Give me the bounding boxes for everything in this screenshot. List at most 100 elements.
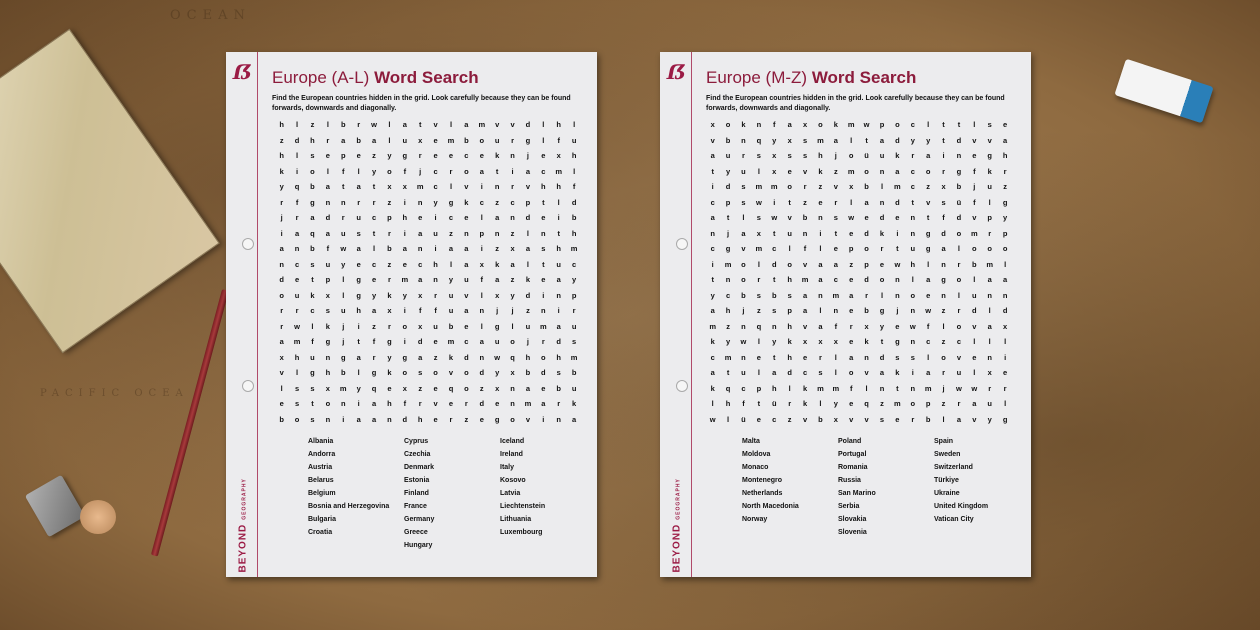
grid-letter: v: [741, 244, 746, 253]
grid-letter: l: [819, 244, 822, 253]
grid-letter: x: [279, 352, 284, 362]
grid-letter: f: [834, 321, 838, 331]
grid-letter: h: [325, 368, 331, 377]
grid-letter: o: [402, 321, 408, 331]
word-list-item: Netherlands: [742, 490, 783, 497]
grid-letter: a: [525, 383, 531, 393]
grid-letter: f: [403, 166, 407, 176]
grid-letter: z: [433, 352, 438, 362]
grid-letter: k: [710, 337, 715, 346]
grid-letter: v: [956, 352, 962, 362]
grid-letter: w: [971, 383, 978, 393]
grid-letter: g: [925, 244, 931, 253]
grid-letter: o: [464, 383, 469, 393]
grid-letter: r: [357, 120, 361, 129]
grid-letter: e: [541, 275, 546, 284]
grid-letter: l: [357, 368, 360, 377]
grid-letter: z: [418, 383, 423, 393]
grid-letter: s: [356, 228, 361, 238]
grid-letter: y: [387, 352, 392, 362]
grid-letter: c: [541, 166, 546, 176]
grid-letter: e: [926, 290, 931, 300]
grid-letter: a: [895, 166, 900, 176]
grid-letter: a: [818, 321, 823, 331]
grid-letter: y: [371, 290, 377, 300]
grid-letter: c: [741, 383, 746, 393]
grid-letter: l: [957, 290, 960, 300]
punch-hole: [242, 238, 254, 250]
grid-letter: v: [448, 368, 454, 377]
word-list-item: Belarus: [308, 477, 334, 484]
grid-letter: q: [294, 182, 300, 191]
grid-letter: c: [726, 290, 731, 300]
grid-letter: u: [494, 337, 500, 346]
grid-letter: z: [387, 197, 392, 207]
grid-letter: a: [987, 275, 992, 284]
grid-letter: u: [433, 228, 438, 238]
grid-letter: r: [957, 259, 961, 269]
grid-letter: e: [541, 383, 546, 393]
grid-letter: c: [772, 244, 777, 253]
grid-letter: r: [849, 321, 853, 331]
grid-letter: y: [710, 290, 715, 300]
grid-letter: v: [849, 414, 854, 424]
grid-letter: e: [402, 259, 407, 269]
word-list-item: Switzerland: [934, 464, 973, 471]
grid-letter: w: [909, 321, 916, 331]
grid-letter: a: [371, 135, 377, 145]
grid-letter: k: [572, 399, 577, 408]
grid-letter: p: [325, 275, 331, 284]
word-list-item: Italy: [500, 464, 515, 471]
grid-letter: r: [295, 306, 299, 315]
grid-letter: a: [556, 321, 561, 331]
grid-letter: a: [879, 368, 885, 377]
grid-letter: l: [557, 197, 560, 207]
grid-letter: e: [325, 151, 330, 160]
word-list-column: Poland Portugal Romania Russia San Marino Ser…: [838, 438, 934, 542]
grid-letter: v: [833, 182, 838, 191]
grid-letter: c: [371, 213, 377, 222]
grid-letter: e: [802, 352, 808, 362]
grid-letter: n: [879, 197, 885, 207]
grid-letter: f: [849, 383, 853, 393]
grid-letter: c: [710, 197, 715, 207]
grid-letter: b: [387, 244, 392, 253]
grid-letter: a: [926, 368, 931, 377]
grid-letter: o: [310, 166, 315, 176]
grid-letter: k: [279, 166, 284, 176]
grid-letter: l: [788, 383, 791, 393]
grid-letter: m: [709, 321, 717, 331]
grid-letter: a: [710, 213, 715, 222]
grid-letter: e: [818, 197, 823, 207]
grid-letter: b: [972, 259, 977, 269]
grid-letter: m: [724, 352, 732, 362]
grid-letter: o: [510, 337, 515, 346]
grid-letter: e: [479, 151, 484, 160]
grid-letter: i: [896, 228, 899, 238]
grid-letter: w: [340, 244, 347, 253]
grid-letter: z: [526, 306, 530, 315]
grid-letter: r: [326, 135, 330, 145]
grid-letter: z: [310, 120, 315, 129]
grid-letter: u: [402, 135, 408, 145]
grid-letter: y: [279, 182, 284, 191]
beyond-logo-icon: ẞ: [667, 60, 686, 84]
grid-letter: e: [1003, 368, 1008, 377]
grid-letter: a: [418, 228, 423, 238]
grid-letter: o: [956, 321, 962, 331]
grid-letter: b: [864, 182, 869, 191]
grid-letter: t: [557, 228, 560, 238]
grid-letter: p: [1002, 228, 1008, 238]
grid-letter: l: [311, 321, 314, 331]
grid-letter: b: [725, 135, 731, 145]
grid-letter: a: [464, 244, 469, 253]
grid-letter: e: [433, 414, 438, 424]
word-list-item: Finland: [404, 490, 429, 497]
grid-letter: c: [710, 352, 715, 362]
grid-letter: n: [510, 399, 515, 408]
grid-letter: f: [403, 399, 407, 408]
grid-letter: n: [556, 414, 562, 424]
grid-letter: a: [525, 166, 531, 176]
word-list-item: Norway: [742, 516, 768, 523]
grid-letter: o: [325, 399, 331, 408]
